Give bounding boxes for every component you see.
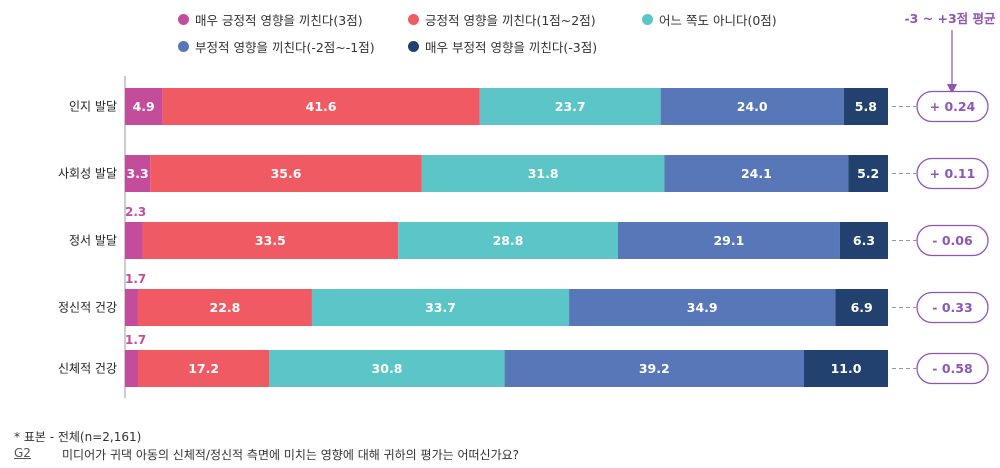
data-label: 34.9 [687, 300, 718, 315]
data-label: 30.8 [372, 361, 403, 376]
data-label: 23.7 [555, 99, 586, 114]
data-label: 3.3 [127, 166, 149, 181]
bar-segment [843, 88, 888, 125]
average-value: - 0.33 [932, 300, 972, 315]
bar-segment [125, 222, 143, 259]
legend-swatch [408, 41, 419, 52]
legend-label: 매우 부정적 영향을 끼친다(-3점) [425, 40, 598, 55]
legend-swatch [642, 14, 653, 25]
bar-segment [311, 289, 570, 326]
bar-segment [421, 155, 665, 192]
data-label: 39.2 [639, 361, 670, 376]
legend-swatch [408, 14, 419, 25]
average-arrow-head [947, 84, 957, 94]
data-label: 2.3 [125, 205, 146, 219]
bar-segment [125, 289, 138, 326]
legend-item-very-positive: 매우 긍정적 영향을 끼친다(3점) [178, 10, 363, 29]
legend-label: 긍정적 영향을 끼친다(1점~2점) [425, 13, 596, 28]
data-label: 41.6 [306, 99, 337, 114]
legend-item-neutral: 어느 쪽도 아니다(0점) [642, 10, 777, 29]
average-value: - 0.06 [932, 233, 973, 248]
bar-segment [398, 222, 618, 259]
legend-item-very-negative: 매우 부정적 영향을 끼친다(-3점) [408, 37, 597, 56]
category-label: 정서 발달 [69, 234, 117, 248]
data-label: 33.5 [255, 233, 286, 248]
legend-label: 부정적 영향을 끼친다(-2점~-1점) [195, 40, 375, 55]
data-label: 11.0 [831, 361, 862, 376]
bar-segment [269, 350, 505, 387]
bar-segment [569, 289, 836, 326]
bar-segment [617, 222, 840, 259]
sample-note: * 표본 - 전체(n=2,161) [14, 430, 142, 444]
data-label: 33.7 [425, 300, 456, 315]
bar-segment [660, 88, 844, 125]
average-value: + 0.24 [930, 99, 976, 114]
bar-segment [504, 350, 804, 387]
legend-label: 어느 쪽도 아니다(0점) [659, 13, 777, 28]
bar-segment [125, 155, 151, 192]
legend-item-negative: 부정적 영향을 끼친다(-2점~-1점) [178, 37, 375, 56]
data-label: 1.7 [125, 272, 146, 286]
category-label: 정신적 건강 [58, 301, 117, 315]
bar-segment [142, 222, 399, 259]
average-value: + 0.11 [930, 166, 976, 181]
question-text: 미디어가 귀댁 아동의 신체적/정신적 측면에 미치는 영향에 대해 귀하의 평… [62, 448, 520, 462]
bar-segment [848, 155, 888, 192]
question-id: G2 [14, 446, 31, 460]
data-label: 17.2 [188, 361, 219, 376]
data-label: 22.8 [210, 300, 241, 315]
average-value: - 0.58 [932, 361, 972, 376]
data-label: 31.8 [528, 166, 559, 181]
average-title: -3 ~ +3점 평균 [904, 11, 996, 26]
data-label: 28.8 [493, 233, 524, 248]
legend-item-positive: 긍정적 영향을 끼친다(1점~2점) [408, 10, 596, 29]
average-pill [916, 291, 989, 324]
data-label: 35.6 [271, 166, 302, 181]
bar-segment [162, 88, 480, 125]
data-label: 1.7 [125, 333, 146, 347]
data-label: 6.9 [851, 300, 873, 315]
bar-segment [803, 350, 888, 387]
data-label: 4.9 [133, 99, 155, 114]
bar-segment [137, 350, 270, 387]
data-label: 24.0 [737, 99, 768, 114]
bar-segment [137, 289, 312, 326]
category-label: 신체적 건강 [58, 362, 117, 376]
data-label: 6.3 [853, 233, 875, 248]
bar-segment [150, 155, 422, 192]
data-label: 24.1 [741, 166, 772, 181]
legend-label: 매우 긍정적 영향을 끼친다(3점) [195, 13, 363, 28]
average-pill [916, 352, 989, 385]
bar-segment [125, 350, 138, 387]
average-pill [916, 224, 989, 257]
bar-segment [125, 88, 163, 125]
data-label: 5.2 [857, 166, 879, 181]
bar-segment [664, 155, 849, 192]
bar-segment [835, 289, 888, 326]
average-pill [916, 157, 989, 190]
bar-segment [479, 88, 661, 125]
data-label: 5.8 [855, 99, 877, 114]
legend-swatch [178, 14, 189, 25]
category-label: 사회성 발달 [58, 167, 117, 181]
data-label: 29.1 [713, 233, 744, 248]
average-pill [916, 90, 989, 123]
legend-swatch [178, 41, 189, 52]
category-label: 인지 발달 [69, 100, 117, 114]
bar-segment [839, 222, 888, 259]
